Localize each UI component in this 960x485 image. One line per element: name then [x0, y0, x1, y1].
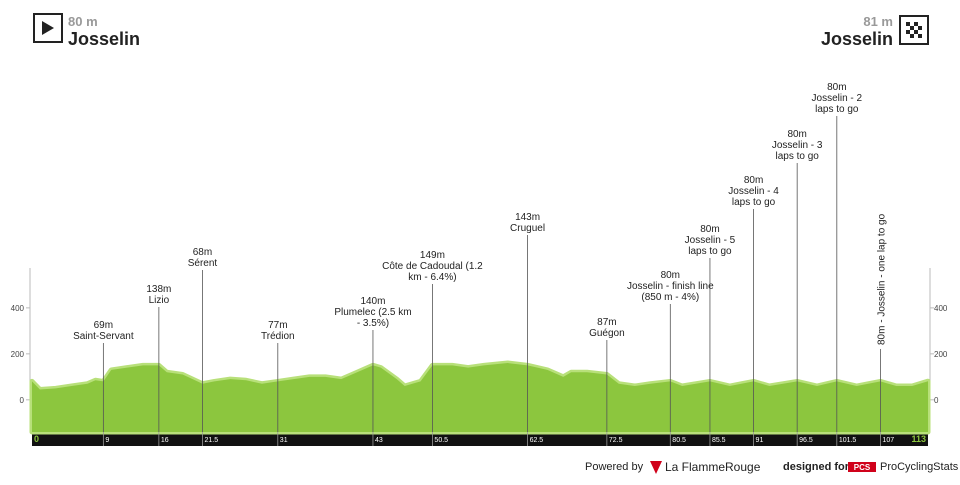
play-icon [42, 21, 54, 35]
marker-label: Plumelec (2.5 km [334, 307, 411, 318]
km-bar [32, 433, 928, 446]
km-label: 21.5 [204, 437, 218, 444]
km-end: 113 [911, 434, 926, 444]
marker-label: 87m [597, 317, 616, 328]
marker-label: laps to go [815, 104, 859, 115]
marker-label: 149m [420, 250, 445, 261]
km-label: 96.5 [799, 437, 813, 444]
checkered-flag [906, 22, 922, 38]
marker-label: 68m [193, 247, 212, 258]
marker-label: laps to go [732, 197, 776, 208]
marker-label: Sérent [188, 258, 218, 269]
y-tick-label: 400 [11, 304, 25, 313]
marker-label: Guégon [589, 328, 625, 339]
marker-label: Cruguel [510, 223, 545, 234]
powered-by: Powered by [585, 461, 644, 473]
marker-label: 80m [700, 224, 719, 235]
km-label: 80.5 [672, 437, 686, 444]
start-name: Josselin [68, 29, 140, 49]
marker-label: Josselin - finish line [627, 281, 714, 292]
marker-label: laps to go [775, 151, 819, 162]
km-label: 72.5 [609, 437, 623, 444]
y-tick-label: 200 [11, 350, 25, 359]
km-label: 31 [280, 437, 288, 444]
marker-label: Josselin - 2 [812, 93, 863, 104]
km-label: 85.5 [712, 437, 726, 444]
marker-label: 140m [360, 296, 385, 307]
pcs-logo-box [848, 462, 876, 472]
km-label: 107 [882, 437, 894, 444]
km-label: 101.5 [839, 437, 857, 444]
km-label: 43 [375, 437, 383, 444]
finish-icon [899, 15, 929, 45]
pcs-name: ProCyclingStats [880, 461, 959, 473]
km-label: 9 [105, 437, 109, 444]
marker-label: 80m - Josselin - one lap to go [876, 213, 887, 345]
km-label: 62.5 [530, 437, 544, 444]
km-label: 50.5 [434, 437, 448, 444]
marker-label: Josselin - 4 [728, 186, 779, 197]
marker-label: Josselin - 5 [685, 235, 736, 246]
y-tick-label-right: 400 [934, 304, 948, 313]
marker-label: 80m [827, 82, 846, 93]
marker-label: (850 m - 4%) [641, 292, 699, 303]
marker-label: Josselin - 3 [772, 140, 823, 151]
brand: La FlammeRouge [665, 460, 761, 474]
marker-label: 80m [661, 270, 680, 281]
finish-altitude: 81 m [863, 14, 893, 29]
marker-label: 80m [787, 129, 806, 140]
km-start: 0 [34, 434, 39, 444]
start-altitude: 80 m [68, 14, 98, 29]
y-tick-label-right: 0 [934, 396, 939, 405]
finish-name: Josselin [821, 29, 893, 49]
marker-label: Lizio [149, 295, 170, 306]
marker-label: Saint-Servant [73, 331, 134, 342]
marker-label: 77m [268, 320, 287, 331]
start-icon [33, 13, 63, 43]
designed-for: designed for [783, 461, 850, 473]
marker-label: laps to go [688, 246, 732, 257]
marker-label: - 3.5%) [357, 318, 389, 329]
y-tick-label-right: 200 [934, 350, 948, 359]
marker-label: km - 6.4%) [408, 272, 456, 283]
marker-label: 138m [146, 284, 171, 295]
km-label: 16 [161, 437, 169, 444]
pcs-logo: PCS [854, 463, 871, 472]
marker-label: Côte de Cadoudal (1.2 [382, 261, 483, 272]
marker-label: 80m [744, 175, 763, 186]
km-label: 91 [756, 437, 764, 444]
marker-label: 143m [515, 212, 540, 223]
y-tick-label: 0 [20, 396, 25, 405]
flammerouge-logo [650, 461, 662, 474]
marker-label: Trédion [261, 331, 295, 342]
elevation-profile [29, 360, 931, 435]
marker-label: 69m [94, 320, 113, 331]
